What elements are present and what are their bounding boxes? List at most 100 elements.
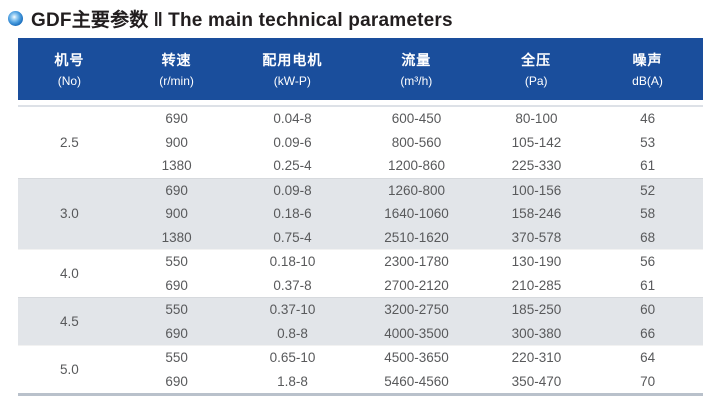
row-group-2.5: 2.5 690 0.04-8 600-450 80-100 46 900 0.09-6 800-… xyxy=(18,107,703,178)
column-header-no: 机号 (No) xyxy=(18,38,121,100)
table-cell: 690 xyxy=(165,373,188,389)
table-cell: 1.8-8 xyxy=(277,373,308,389)
column-header-no-zh: 机号 xyxy=(54,52,85,68)
table-cell: 1260-800 xyxy=(387,182,446,198)
table-cell: 70 xyxy=(640,373,656,389)
column-header-motor: 配用电机 (kW-P) xyxy=(232,38,352,100)
table-cell: 690 xyxy=(165,325,188,341)
table-cell: 220-310 xyxy=(511,350,562,366)
table-cell: 2510-1620 xyxy=(384,229,449,245)
table-cell: 1640-1060 xyxy=(384,206,449,222)
row-group-4.0: 4.0 550 0.18-10 2300-1780 130-190 56 690 0.37-8… xyxy=(18,249,703,297)
table-cell: 0.04-8 xyxy=(273,111,312,127)
row-group-4.5: 4.5 550 0.37-10 3200-2750 185-250 60 690 0.8-8 4… xyxy=(18,297,703,345)
column-header-flow: 流量 (m³/h) xyxy=(352,38,480,100)
table-cell: 900 xyxy=(165,206,188,222)
column-header-pressure: 全压 (Pa) xyxy=(480,38,592,100)
column-header-speed-sub: (r/min) xyxy=(159,74,194,88)
table-row: 550 0.65-10 4500-3650 220-310 64 xyxy=(121,346,703,370)
group-no-cell: 4.0 xyxy=(59,266,79,281)
table-header: 机号 (No) 转速 (r/min) 配用电机 (kW-P) 流量 (m³/h)… xyxy=(18,38,703,100)
table-cell: 56 xyxy=(640,254,656,270)
bullet-icon xyxy=(8,11,23,26)
page-title-en: The main technical parameters xyxy=(168,10,453,31)
table-cell: 800-560 xyxy=(391,134,442,150)
table-cell: 1200-860 xyxy=(387,158,446,174)
page-title-bar: GDF主要参数 ‖ The main technical parameters xyxy=(8,5,453,32)
table-cell: 158-246 xyxy=(511,206,562,222)
table-cell: 58 xyxy=(640,206,656,222)
table-cell: 61 xyxy=(640,158,656,174)
table-cell: 46 xyxy=(640,111,656,127)
table-cell: 0.18-6 xyxy=(273,206,312,222)
table-cell: 66 xyxy=(640,325,656,341)
table-cell: 0.09-6 xyxy=(273,134,312,150)
page-title: GDF主要参数 ‖ The main technical parameters xyxy=(31,5,453,32)
column-header-pressure-sub: (Pa) xyxy=(524,74,548,88)
table-cell: 68 xyxy=(640,229,656,245)
table-cell: 1380 xyxy=(161,158,192,174)
table-cell: 130-190 xyxy=(511,254,562,270)
column-header-flow-sub: (m³/h) xyxy=(400,74,433,88)
table-cell: 5460-4560 xyxy=(384,373,449,389)
row-group-5.0: 5.0 550 0.65-10 4500-3650 220-310 64 690 1.8-8 5… xyxy=(18,345,703,393)
table-cell: 0.09-8 xyxy=(273,182,312,198)
title-divider: ‖ xyxy=(153,10,164,31)
table-cell: 0.25-4 xyxy=(273,158,312,174)
table-row: 690 0.8-8 4000-3500 300-380 66 xyxy=(121,322,703,346)
table-cell: 60 xyxy=(640,302,656,318)
table-body: 2.5 690 0.04-8 600-450 80-100 46 900 0.09-6 800-… xyxy=(18,105,703,396)
group-no-cell: 3.0 xyxy=(59,206,79,222)
row-group-3.0: 3.0 690 0.09-8 1260-800 100-156 52 900 0.18-6 16… xyxy=(18,177,703,250)
table-cell: 600-450 xyxy=(391,111,442,127)
column-header-speed-zh: 转速 xyxy=(161,52,192,68)
table-cell: 52 xyxy=(640,182,656,198)
table-row: 900 0.18-6 1640-1060 158-246 58 xyxy=(121,202,703,226)
table-cell: 0.65-10 xyxy=(269,350,316,366)
table-cell: 3200-2750 xyxy=(384,302,449,318)
group-no-cell: 2.5 xyxy=(59,134,79,150)
table-cell: 225-330 xyxy=(511,158,562,174)
table-cell: 2300-1780 xyxy=(384,254,449,270)
group-no-cell: 5.0 xyxy=(59,362,79,377)
table-cell: 0.18-10 xyxy=(269,254,316,270)
table-cell: 61 xyxy=(640,277,656,293)
table-cell: 370-578 xyxy=(511,229,562,245)
table-cell: 100-156 xyxy=(511,182,562,198)
column-header-noise-zh: 噪声 xyxy=(632,52,663,68)
table-cell: 0.37-10 xyxy=(269,302,316,318)
table-cell: 350-470 xyxy=(511,373,562,389)
column-header-no-sub: (No) xyxy=(57,74,82,88)
table-cell: 2700-2120 xyxy=(384,277,449,293)
page-title-zh: GDF主要参数 xyxy=(31,10,149,31)
column-header-speed: 转速 (r/min) xyxy=(121,38,233,100)
table-cell: 1380 xyxy=(161,229,192,245)
table-cell: 210-285 xyxy=(511,277,562,293)
parameters-table: 机号 (No) 转速 (r/min) 配用电机 (kW-P) 流量 (m³/h)… xyxy=(18,38,703,396)
table-cell: 690 xyxy=(165,111,188,127)
table-cell: 105-142 xyxy=(511,134,562,150)
table-row: 550 0.18-10 2300-1780 130-190 56 xyxy=(121,250,703,274)
table-row: 550 0.37-10 3200-2750 185-250 60 xyxy=(121,298,703,322)
table-cell: 300-380 xyxy=(511,325,562,341)
table-cell: 64 xyxy=(640,350,656,366)
column-header-pressure-zh: 全压 xyxy=(521,52,552,68)
table-cell: 690 xyxy=(165,277,188,293)
table-cell: 550 xyxy=(165,350,188,366)
table-cell: 0.75-4 xyxy=(273,229,312,245)
table-row: 1380 0.75-4 2510-1620 370-578 68 xyxy=(121,226,703,250)
table-cell: 0.37-8 xyxy=(273,277,312,293)
table-cell: 53 xyxy=(640,134,656,150)
column-header-flow-zh: 流量 xyxy=(401,52,432,68)
table-cell: 4500-3650 xyxy=(384,350,449,366)
table-cell: 690 xyxy=(165,182,188,198)
column-header-motor-sub: (kW-P) xyxy=(273,74,311,88)
table-cell: 900 xyxy=(165,134,188,150)
table-cell: 185-250 xyxy=(511,302,562,318)
column-header-noise-sub: dB(A) xyxy=(632,74,663,88)
table-cell: 80-100 xyxy=(515,111,558,127)
table-row: 900 0.09-6 800-560 105-142 53 xyxy=(121,131,703,155)
table-row: 690 1.8-8 5460-4560 350-470 70 xyxy=(121,370,703,394)
table-row: 690 0.09-8 1260-800 100-156 52 xyxy=(121,179,703,203)
table-cell: 550 xyxy=(165,302,188,318)
